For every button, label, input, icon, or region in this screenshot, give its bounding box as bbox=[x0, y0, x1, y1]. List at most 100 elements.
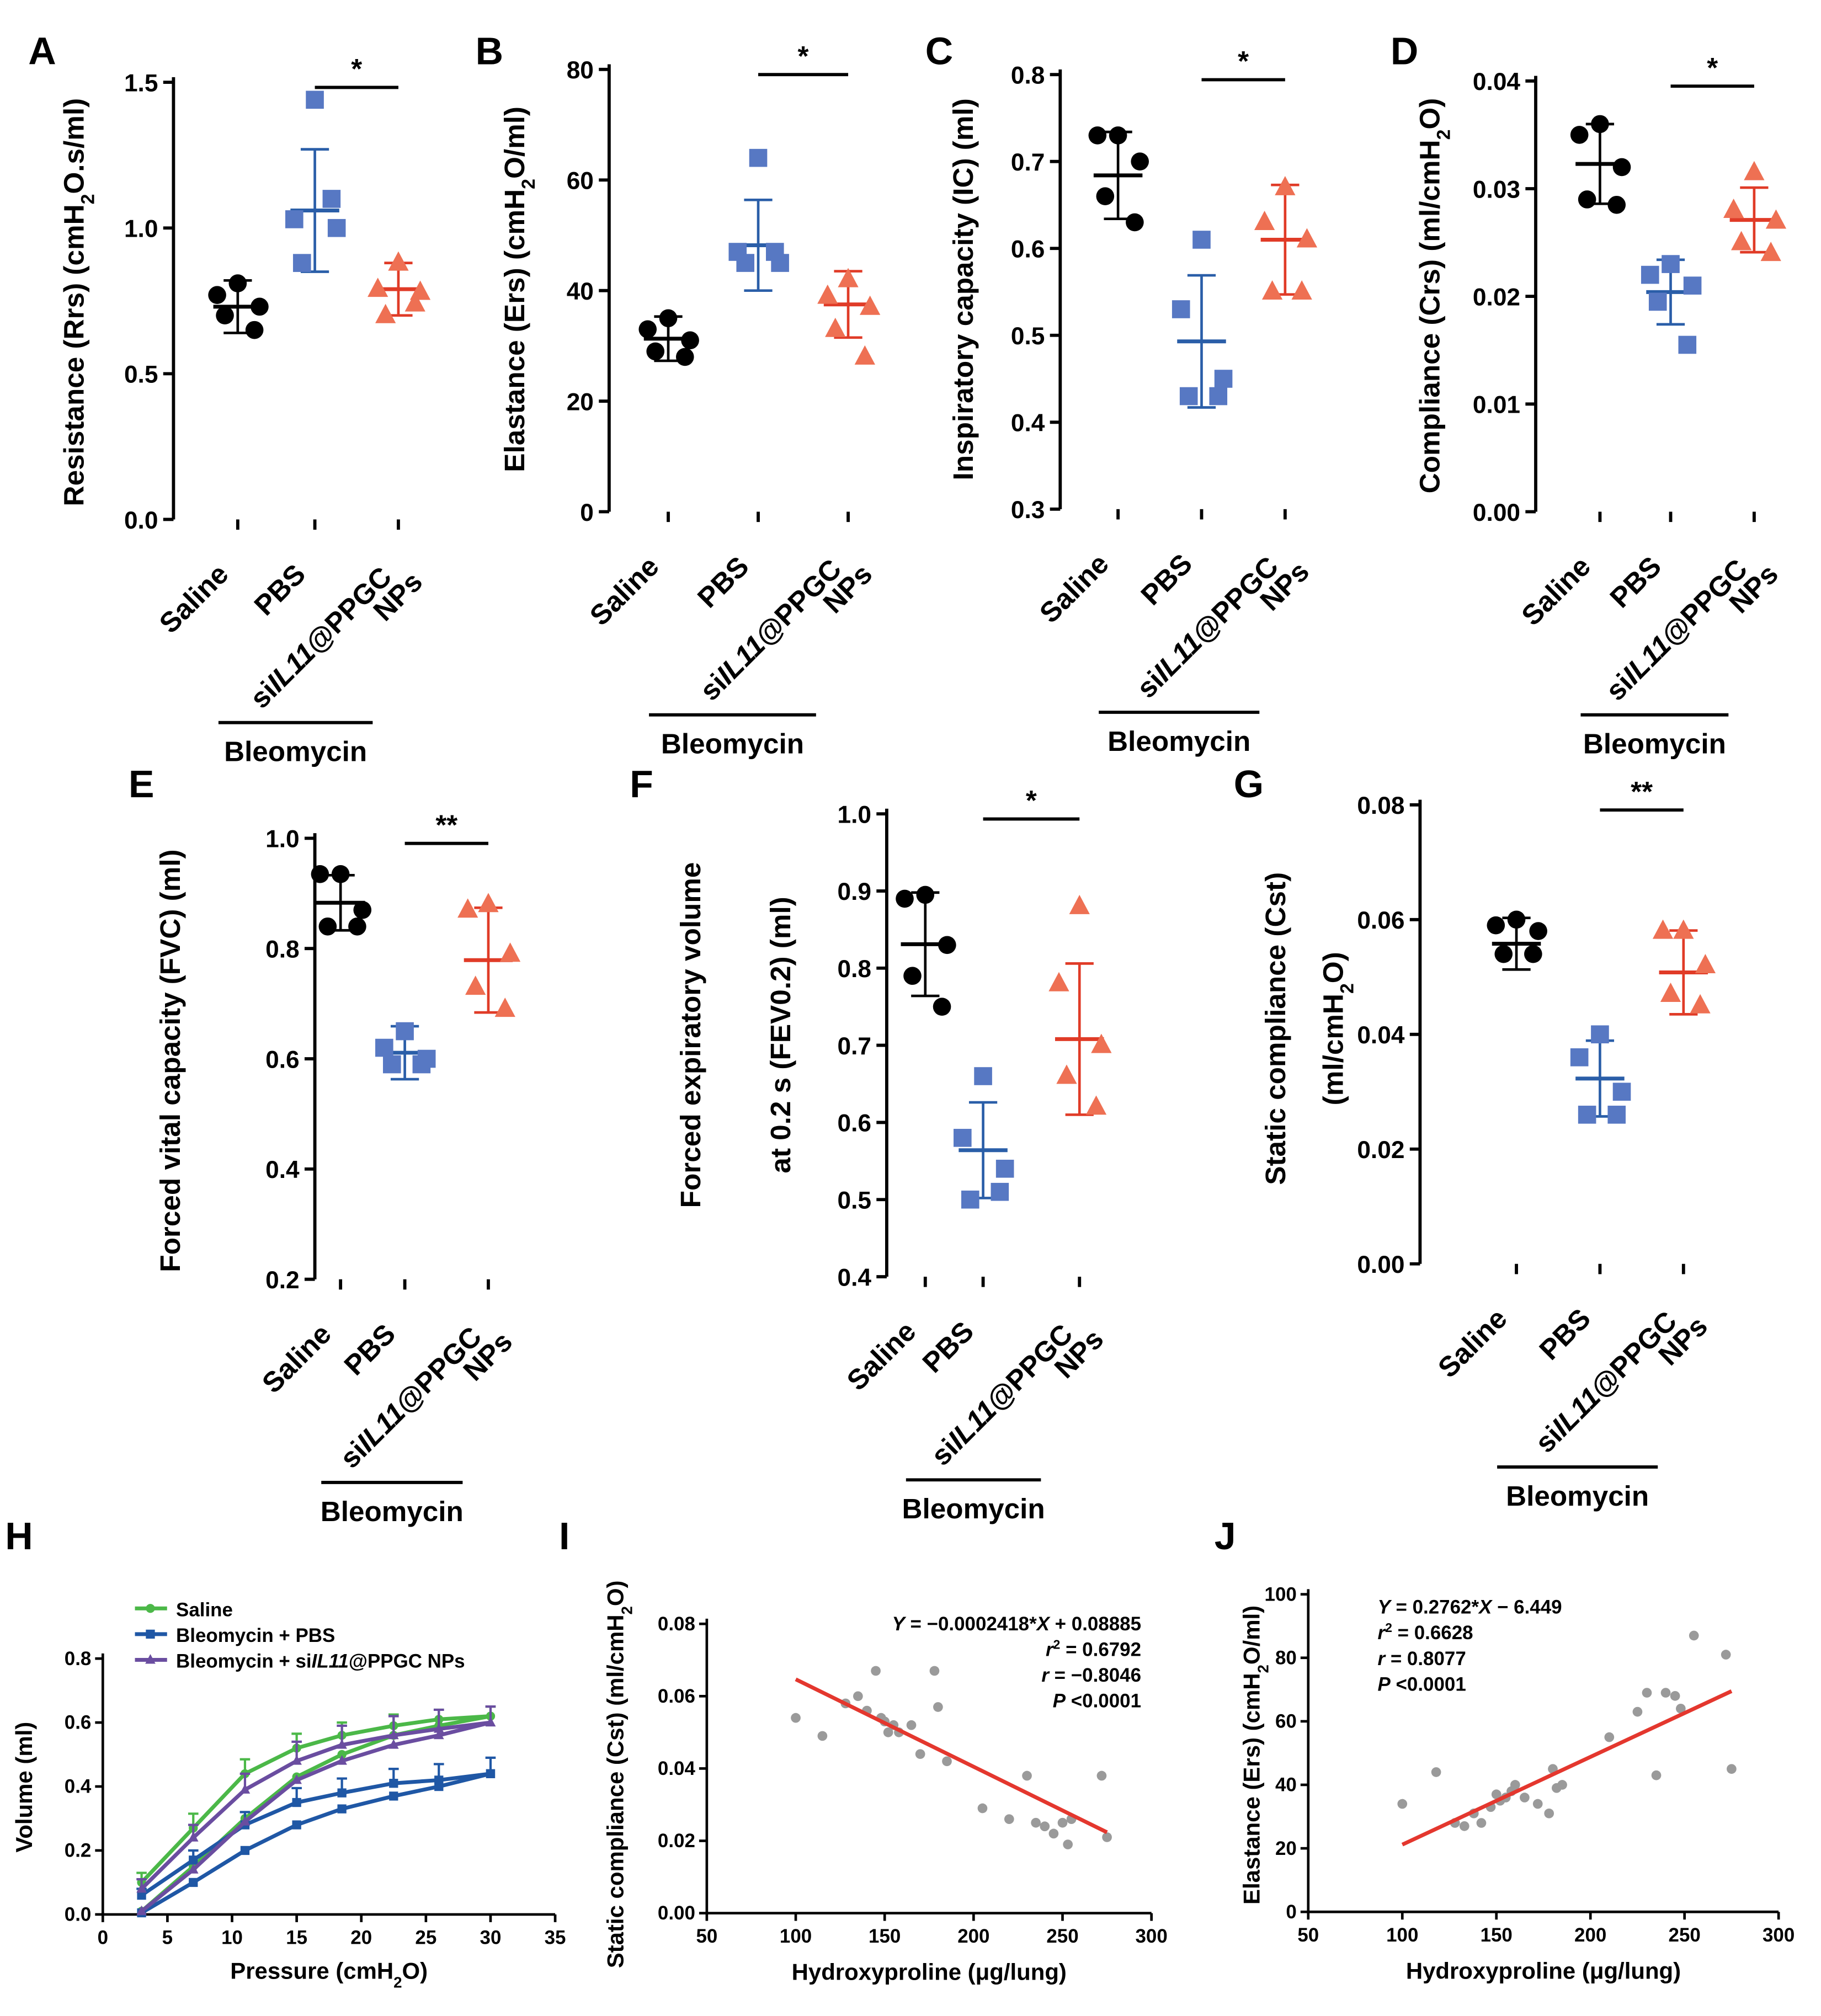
significance-marker: * bbox=[1026, 785, 1037, 816]
stat-equation: Y = −0.0002418*X + 0.08885 bbox=[892, 1613, 1141, 1635]
y-tick-label: 0.5 bbox=[837, 1187, 871, 1214]
y-tick-label: 0.00 bbox=[1473, 499, 1520, 526]
y-tick-label: 0.06 bbox=[1357, 907, 1404, 934]
data-point bbox=[1765, 209, 1787, 229]
data-point bbox=[1689, 1630, 1699, 1641]
data-point bbox=[954, 1129, 972, 1147]
data-point bbox=[638, 320, 657, 339]
x-tick-label: 300 bbox=[1136, 1926, 1168, 1947]
data-point bbox=[1069, 894, 1090, 914]
x-label-pbs: PBS bbox=[917, 1315, 980, 1379]
regression-line bbox=[1401, 1689, 1733, 1847]
y-axis-label: (ml/cmH2O) bbox=[1318, 952, 1358, 1105]
y-tick-label: 40 bbox=[567, 278, 594, 305]
data-point-triangle bbox=[239, 1816, 251, 1826]
text-part: + 0.08885 bbox=[1050, 1613, 1141, 1635]
data-point-square bbox=[749, 148, 768, 167]
data-point-square bbox=[292, 1820, 301, 1830]
data-point-circle bbox=[1591, 115, 1609, 134]
x-tick-label: 20 bbox=[350, 1927, 372, 1948]
data-point bbox=[791, 1713, 801, 1723]
panel-label: D bbox=[1391, 29, 1418, 72]
y-tick-label: 60 bbox=[567, 168, 594, 195]
y-tick-label: 0.8 bbox=[1011, 62, 1045, 89]
x-tick-label: 300 bbox=[1763, 1924, 1795, 1946]
data-point bbox=[1652, 919, 1674, 939]
data-point bbox=[749, 148, 768, 167]
text-part: P bbox=[1053, 1690, 1066, 1712]
data-point-square bbox=[736, 254, 755, 272]
data-point-square bbox=[995, 1159, 1014, 1178]
data-point bbox=[1296, 228, 1318, 248]
data-point bbox=[853, 1691, 863, 1702]
data-point-triangle bbox=[854, 345, 875, 365]
text-part: 2 bbox=[1337, 983, 1358, 994]
data-point bbox=[942, 1756, 952, 1767]
data-point-circle bbox=[228, 274, 247, 292]
data-point-circle bbox=[337, 1750, 347, 1759]
data-point-square bbox=[1683, 276, 1702, 295]
data-point bbox=[906, 1720, 917, 1730]
data-point bbox=[1057, 1817, 1068, 1828]
data-point-triangle bbox=[388, 1739, 399, 1749]
x-tick-label: 50 bbox=[1297, 1924, 1319, 1946]
y-tick-label: 1.0 bbox=[124, 216, 158, 243]
data-point bbox=[1641, 265, 1659, 284]
data-point bbox=[396, 1022, 414, 1041]
series-line-deflation bbox=[140, 1720, 491, 1913]
data-point-square bbox=[322, 190, 341, 208]
data-point bbox=[1096, 1770, 1107, 1781]
data-point-circle bbox=[903, 967, 922, 985]
data-point-square bbox=[1578, 1106, 1596, 1124]
data-point bbox=[938, 936, 956, 954]
legend-entry: Bleomycin + siIL11@PPGC NPs bbox=[176, 1650, 465, 1672]
data-point bbox=[1607, 1106, 1626, 1124]
data-point-triangle bbox=[1660, 983, 1681, 1002]
data-point bbox=[1557, 1780, 1567, 1790]
data-point bbox=[216, 306, 234, 325]
data-point-circle bbox=[348, 917, 366, 936]
data-point-square bbox=[1179, 387, 1198, 406]
text-part: (ml/cmH bbox=[1318, 994, 1349, 1105]
y-axis-label: Inspiratory capacity (IC) (ml) bbox=[947, 98, 979, 480]
data-point bbox=[1131, 152, 1149, 171]
y-tick-label: 1.0 bbox=[265, 826, 299, 853]
y-tick-label: 0.4 bbox=[65, 1776, 92, 1798]
text-part: = −0.0002418* bbox=[905, 1613, 1037, 1635]
data-point-square bbox=[1570, 1048, 1589, 1066]
x-axis-label: Hydroxyproline (μg/lung) bbox=[1406, 1958, 1681, 1983]
significance-marker: * bbox=[1238, 45, 1249, 77]
data-point-triangle bbox=[457, 898, 478, 918]
data-point-triangle bbox=[239, 1784, 251, 1794]
legend-marker bbox=[146, 1604, 155, 1613]
data-point bbox=[331, 865, 350, 883]
data-point bbox=[1109, 126, 1127, 145]
data-point bbox=[929, 1666, 940, 1676]
y-tick-label: 0.02 bbox=[658, 1830, 695, 1852]
data-point bbox=[854, 345, 875, 365]
text-part: r bbox=[1041, 1665, 1050, 1686]
data-point bbox=[1209, 387, 1228, 406]
data-point-triangle bbox=[465, 975, 486, 995]
y-tick-label: 0.08 bbox=[1357, 792, 1404, 819]
bracket-label: Bleomycin bbox=[1107, 726, 1250, 757]
data-point-square bbox=[337, 1788, 347, 1798]
series-line-inflation bbox=[140, 1772, 491, 1897]
y-tick-label: 20 bbox=[567, 388, 594, 415]
stat-p: P <0.0001 bbox=[1378, 1673, 1466, 1695]
data-point-triangle bbox=[433, 1723, 444, 1733]
data-point-circle bbox=[311, 865, 329, 883]
data-point-square bbox=[389, 1779, 398, 1788]
data-point-circle bbox=[251, 297, 269, 316]
y-tick-label: 0 bbox=[580, 499, 594, 526]
panel-label: A bbox=[28, 29, 56, 72]
data-point bbox=[499, 942, 521, 962]
data-point-square bbox=[189, 1855, 198, 1865]
y-tick-label: 40 bbox=[1275, 1774, 1297, 1796]
y-tick-label: 0.2 bbox=[65, 1840, 92, 1862]
x-tick-label: 15 bbox=[286, 1927, 307, 1948]
text-part: Y bbox=[1378, 1597, 1392, 1618]
stat-r2: r2 = 0.6792 bbox=[1046, 1637, 1141, 1660]
data-point-circle bbox=[933, 998, 951, 1016]
y-tick-label: 0 bbox=[1286, 1901, 1296, 1923]
